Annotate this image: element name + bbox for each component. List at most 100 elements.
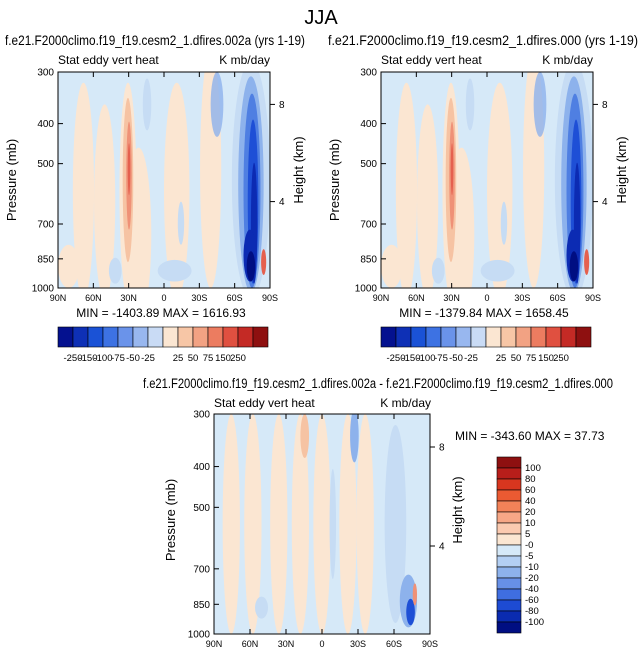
ytick-label: 700 xyxy=(360,220,377,231)
field-contour xyxy=(313,414,331,634)
panel-3-min-max: MIN = -343.60 MAX = 37.73 xyxy=(455,429,605,443)
field-contour xyxy=(450,143,454,196)
colorbar-swatch xyxy=(485,326,502,348)
height-tick-label: 4 xyxy=(279,197,285,208)
colorbar-label: -100 xyxy=(93,353,112,364)
colorbar-swatch xyxy=(380,326,397,348)
colorbar-label: 100 xyxy=(525,463,541,474)
ytick-label: 500 xyxy=(37,159,54,170)
field-contour xyxy=(431,257,445,284)
field-contour xyxy=(381,244,403,288)
colorbar-label: -20 xyxy=(525,573,539,584)
ytick-label: 1000 xyxy=(355,284,378,295)
colorbar-swatch xyxy=(410,326,427,348)
field-contour xyxy=(465,78,475,131)
xtick-label: 60N xyxy=(242,639,259,649)
field-contour xyxy=(127,143,131,196)
colorbar-swatch xyxy=(252,326,269,348)
colorbar-swatch xyxy=(222,326,239,348)
ytick-label: 850 xyxy=(37,254,54,265)
panel-1-stat-label: Stat eddy vert heat xyxy=(58,53,159,67)
colorbar-label: 10 xyxy=(525,518,536,529)
colorbar-label: 40 xyxy=(525,496,536,507)
xtick-label: 30S xyxy=(350,639,366,649)
ytick-label: 700 xyxy=(193,564,210,575)
colorbar-label: -50 xyxy=(449,353,463,364)
xtick-label: 30S xyxy=(514,293,530,303)
colorbar-swatch xyxy=(72,326,89,348)
panel-2-units-label: K mb/day xyxy=(542,53,593,67)
ytick-label: 850 xyxy=(360,254,377,265)
colorbar-swatch xyxy=(496,555,522,568)
field-contour xyxy=(222,414,240,634)
panel-3-ylabel: Pressure (mb) xyxy=(163,479,178,561)
field-contour xyxy=(108,257,122,284)
field-contour xyxy=(244,414,262,634)
colorbar-label: 250 xyxy=(553,353,569,364)
xtick-label: 60N xyxy=(408,293,425,303)
colorbar-swatch xyxy=(496,610,522,623)
field-contour xyxy=(350,414,359,463)
panel-2-y2label: Height (km) xyxy=(614,136,629,203)
colorbar-swatch xyxy=(425,326,442,348)
ytick-label: 400 xyxy=(360,119,377,130)
colorbar-label: -5 xyxy=(525,551,533,562)
field-contour xyxy=(261,249,267,276)
field-contour xyxy=(94,104,116,288)
field-contour xyxy=(384,425,407,623)
field-contour xyxy=(291,414,310,634)
ytick-label: 400 xyxy=(37,119,54,130)
field-contour xyxy=(300,414,310,458)
colorbar-label: -40 xyxy=(525,584,539,595)
colorbar-swatch xyxy=(237,326,254,348)
ytick-label: 300 xyxy=(193,410,210,421)
colorbar-swatch xyxy=(496,511,522,524)
colorbar-label: -100 xyxy=(416,353,435,364)
panel-2-min-max: MIN = -1379.84 MAX = 1658.45 xyxy=(399,306,569,320)
field-contour xyxy=(584,249,590,276)
xtick-label: 90N xyxy=(373,293,390,303)
field-contour xyxy=(210,72,224,137)
field-contour xyxy=(270,414,288,634)
colorbar-swatch xyxy=(496,500,522,513)
panel-1-y2label: Height (km) xyxy=(291,136,306,203)
xtick-label: 90S xyxy=(262,293,278,303)
colorbar-label: 50 xyxy=(188,353,199,364)
colorbar-swatch xyxy=(207,326,224,348)
panel-3: f.e21.F2000climo.f19_f19.cesm2_1.dfires.… xyxy=(143,376,613,649)
xtick-label: 60N xyxy=(85,293,102,303)
xtick-label: 90S xyxy=(585,293,601,303)
colorbar-swatch xyxy=(496,467,522,480)
field-contour xyxy=(500,201,508,245)
colorbar-swatch xyxy=(496,566,522,579)
height-tick-label: 8 xyxy=(602,100,608,111)
panel-2-ylabel: Pressure (mb) xyxy=(327,139,342,221)
colorbar-label: 80 xyxy=(525,474,536,485)
colorbar-label: -75 xyxy=(111,353,125,364)
colorbar-swatch xyxy=(500,326,517,348)
colorbar-label: -25 xyxy=(464,353,478,364)
colorbar-label: -150 xyxy=(401,353,420,364)
xtick-label: 60S xyxy=(386,639,402,649)
field-contour xyxy=(417,104,439,288)
colorbar-swatch xyxy=(132,326,149,348)
ytick-label: 500 xyxy=(360,159,377,170)
colorbar-swatch xyxy=(192,326,209,348)
panel-2-field xyxy=(381,72,593,288)
colorbar-swatch xyxy=(545,326,562,348)
panel-1-min-max: MIN = -1403.89 MAX = 1616.93 xyxy=(76,306,246,320)
field-contour xyxy=(339,414,357,634)
height-tick-label: 4 xyxy=(602,197,608,208)
ytick-label: 700 xyxy=(37,220,54,231)
ytick-label: 850 xyxy=(193,600,210,611)
colorbar-swatch xyxy=(162,326,179,348)
colorbar-label: -25 xyxy=(141,353,155,364)
ytick-label: 1000 xyxy=(32,284,55,295)
panel-3-units-label: K mb/day xyxy=(380,396,431,410)
colorbar-label: 50 xyxy=(511,353,522,364)
field-contour xyxy=(329,469,337,579)
colorbar-label: 25 xyxy=(496,353,507,364)
panel-1: f.e21.F2000climo.f19_f19.cesm2_1.dfires.… xyxy=(4,33,306,364)
colorbar-swatch xyxy=(147,326,164,348)
